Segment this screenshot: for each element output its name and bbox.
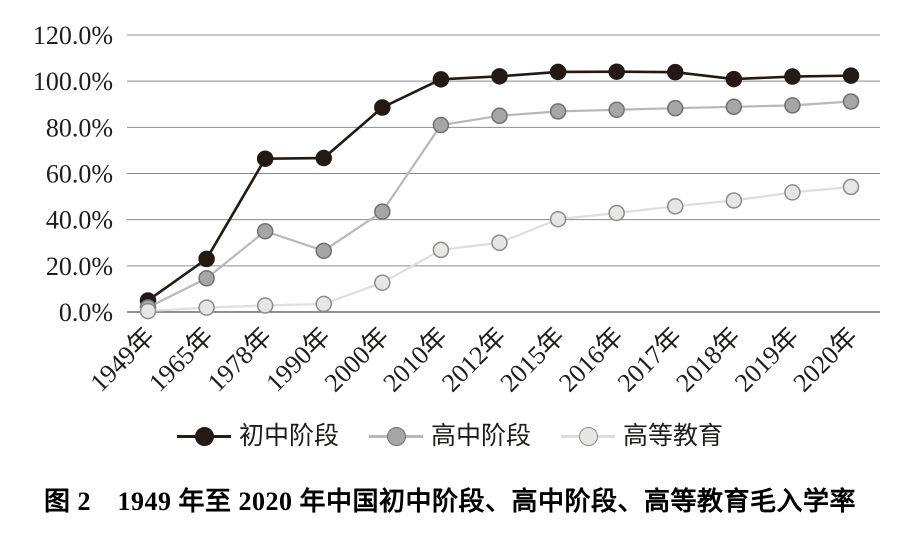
chart-legend: 初中阶段 高中阶段 高等教育 [0, 424, 900, 449]
x-tick-label: 2018年 [670, 322, 746, 398]
legend-item-higher-ed: 高等教育 [561, 424, 723, 449]
data-point-junior-high [608, 63, 625, 80]
data-point-senior-high [256, 222, 274, 240]
data-point-higher-ed [315, 295, 332, 313]
data-point-senior-high [315, 242, 332, 260]
x-tick-label: 1978年 [202, 322, 278, 398]
y-tick-label: 40.0% [46, 206, 113, 235]
data-point-senior-high [491, 107, 508, 125]
data-point-junior-high [256, 150, 274, 167]
y-tick-label: 100.0% [33, 67, 113, 96]
x-tick-label: 2017年 [612, 322, 688, 398]
y-tick-label: 80.0% [46, 113, 113, 142]
legend-item-senior-high: 高中阶段 [368, 423, 531, 450]
data-point-higher-ed [139, 302, 157, 320]
data-point-junior-high [842, 67, 860, 84]
data-point-higher-ed [784, 184, 801, 201]
data-point-junior-high [725, 70, 743, 88]
legend-marker-senior-high-icon [368, 427, 423, 446]
data-point-junior-high [315, 149, 332, 167]
y-tick-label: 120.0% [33, 21, 113, 50]
data-point-senior-high [374, 203, 391, 220]
data-point-junior-high [784, 68, 801, 85]
x-tick-label: 2010年 [377, 322, 453, 398]
series-line-senior-high [147, 100, 852, 309]
data-point-higher-ed [198, 299, 215, 316]
x-tick-label: 1965年 [143, 322, 219, 398]
data-point-senior-high [784, 97, 801, 114]
data-point-senior-high [725, 98, 743, 116]
legend-marker-higher-ed-icon [561, 427, 615, 446]
data-point-junior-high [549, 63, 567, 81]
legend-label-senior-high: 高中阶段 [430, 423, 531, 450]
data-point-senior-high [432, 116, 450, 134]
x-tick-label: 1990年 [260, 322, 336, 398]
legend-marker-junior-high-icon [176, 427, 231, 446]
legend-dot-senior-high-icon [386, 427, 406, 446]
y-tick-label: 60.0% [46, 160, 113, 189]
data-point-higher-ed [842, 178, 860, 196]
x-tick-label: 2012年 [436, 322, 512, 398]
data-point-higher-ed [491, 234, 508, 251]
x-tick-label: 2016年 [553, 322, 629, 398]
x-tick-label: 2020年 [788, 322, 864, 398]
data-point-higher-ed [667, 198, 684, 215]
legend-item-junior-high: 初中阶段 [176, 423, 339, 450]
data-point-senior-high [198, 270, 215, 287]
data-point-senior-high [549, 103, 567, 120]
data-point-higher-ed [725, 192, 743, 209]
data-point-junior-high [432, 71, 450, 88]
x-tick-label: 2019年 [729, 322, 805, 398]
data-point-senior-high [842, 93, 860, 110]
data-point-senior-high [608, 101, 625, 119]
data-point-senior-high [667, 99, 684, 117]
legend-dot-higher-ed-icon [579, 427, 598, 446]
data-point-higher-ed [549, 210, 567, 228]
data-point-higher-ed [256, 297, 274, 314]
x-tick-label: 2015年 [495, 322, 571, 398]
data-point-higher-ed [608, 204, 625, 222]
line-chart: 120.0% 100.0% 80.0% 60.0% 40.0% 20.0% 0.0%1949… [33, 21, 880, 398]
y-tick-label: 20.0% [46, 252, 113, 281]
legend-label-higher-ed: 高等教育 [623, 423, 724, 450]
y-tick-label: 0.0% [59, 298, 113, 327]
legend-label-junior-high: 初中阶段 [238, 423, 339, 450]
x-tick-label: 2000年 [319, 322, 395, 398]
data-point-junior-high [491, 68, 508, 85]
legend-dot-junior-high-icon [194, 427, 214, 446]
data-point-junior-high [198, 250, 215, 268]
data-point-higher-ed [432, 241, 450, 259]
data-point-higher-ed [374, 274, 391, 291]
data-point-junior-high [374, 99, 391, 116]
figure-caption: 图 2 1949 年至 2020 年中国初中阶段、高中阶段、高等教育毛入学率 [43, 487, 856, 516]
data-point-junior-high [667, 63, 684, 81]
x-tick-label: 1949年 [85, 322, 161, 398]
